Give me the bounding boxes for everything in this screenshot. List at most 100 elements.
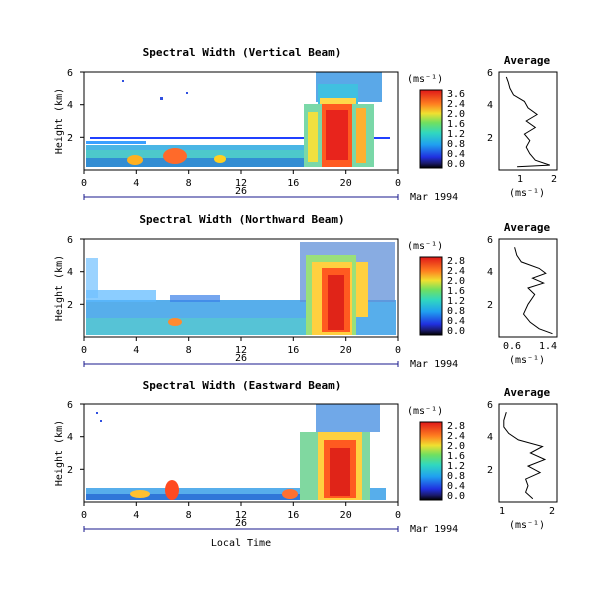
y-tick-label: 6 <box>67 68 73 79</box>
colorbar-tick: 2.4 <box>447 99 465 110</box>
y-tick-label: 4 <box>67 267 73 278</box>
colorbar-tick: 2.4 <box>447 431 465 442</box>
x-tick-label: 0 <box>395 345 401 356</box>
profile-line <box>514 247 553 335</box>
profile-x-tick: 2 <box>551 174 557 185</box>
profile-x-label: (ms⁻¹) <box>509 188 545 199</box>
colorbar-tick: 1.2 <box>447 129 465 140</box>
profile-line <box>505 76 550 168</box>
y-axis: 6 4 2 Height (km) <box>54 235 84 321</box>
colorbar-unit: (ms⁻¹) <box>407 74 443 85</box>
colorbar-tick: 0.4 <box>447 149 465 160</box>
x-tick-label: 0 <box>81 345 87 356</box>
profile-x-label: (ms⁻¹) <box>509 520 545 531</box>
colorbar: (ms⁻¹) 2.8 2.4 2.0 1.6 1.2 0.8 0.4 0.0 <box>407 241 465 337</box>
panel-title: Spectral Width (Northward Beam) <box>139 213 344 226</box>
colorbar-tick: 0.0 <box>447 491 465 502</box>
colorbar-tick: 3.6 <box>447 89 465 100</box>
y-axis-label: Height (km) <box>54 88 65 154</box>
x-tick-label: 12 <box>235 345 247 356</box>
profile-title: Average <box>504 221 551 234</box>
colorbar-tick: 2.4 <box>447 266 465 277</box>
profile-x-tick: 1.4 <box>539 341 557 352</box>
colorbar-tick: 2.0 <box>447 276 465 287</box>
x-axis: 0 4 8 12 16 20 0 26 Mar 1994 <box>81 170 458 203</box>
month-label: Mar 1994 <box>410 359 458 370</box>
x-tick-label: 4 <box>133 345 139 356</box>
x-tick-label: 16 <box>287 178 299 189</box>
x-tick-label: 0 <box>81 178 87 189</box>
y-axis-label: Height (km) <box>54 255 65 321</box>
colorbar-tick: 0.4 <box>447 481 465 492</box>
month-label: Mar 1994 <box>410 192 458 203</box>
y-axis: 6 4 2 Height (km) <box>54 400 84 486</box>
profile-line <box>503 412 547 500</box>
colorbar-tick: 0.8 <box>447 306 465 317</box>
x-tick-label: 0 <box>395 178 401 189</box>
profile-x-tick: 1 <box>517 174 523 185</box>
profile-y-tick: 4 <box>487 267 493 278</box>
x-axis: 0 4 8 12 16 20 0 26 Mar 1994 <box>81 337 458 370</box>
colorbar-tick: 2.0 <box>447 441 465 452</box>
x-tick-label: 8 <box>186 178 192 189</box>
x-tick-label: 8 <box>186 510 192 521</box>
profile-title: Average <box>504 54 551 67</box>
colorbar-tick: 1.6 <box>447 286 465 297</box>
colorbar-tick: 0.0 <box>447 326 465 337</box>
profile-y-tick: 2 <box>487 133 493 144</box>
colorbar-unit: (ms⁻¹) <box>407 241 443 252</box>
colorbar-tick: 1.2 <box>447 461 465 472</box>
panel-vertical: Spectral Width (Vertical Beam) <box>54 46 558 203</box>
profile-y-tick: 4 <box>487 100 493 111</box>
profile-y-tick: 6 <box>487 400 493 411</box>
x-tick-label: 20 <box>340 510 352 521</box>
x-tick-label: 12 <box>235 178 247 189</box>
x-tick-label: 16 <box>287 510 299 521</box>
average-profile: Average 0.6 1.4 (ms⁻¹) 6 4 2 <box>487 221 558 366</box>
heatmap <box>84 239 398 337</box>
profile-y-tick: 6 <box>487 235 493 246</box>
x-tick-label: 20 <box>340 178 352 189</box>
colorbar: (ms⁻¹) 3.6 2.4 2.0 1.6 1.2 0.8 0.4 0.0 <box>407 74 465 170</box>
average-profile: Average 1 2 (ms⁻¹) 6 4 2 <box>487 386 558 531</box>
x-tick-label: 4 <box>133 510 139 521</box>
colorbar-unit: (ms⁻¹) <box>407 406 443 417</box>
profile-y-tick: 2 <box>487 300 493 311</box>
profile-x-tick: 1 <box>499 506 505 517</box>
colorbar-tick: 0.8 <box>447 471 465 482</box>
heatmap <box>84 404 398 502</box>
profile-x-label: (ms⁻¹) <box>509 355 545 366</box>
heatmap <box>84 72 398 170</box>
y-axis: 6 4 2 Height (km) <box>54 68 84 154</box>
month-label: Mar 1994 <box>410 524 458 535</box>
y-tick-label: 6 <box>67 235 73 246</box>
x-axis-label: Local Time <box>211 538 271 549</box>
colorbar: (ms⁻¹) 2.8 2.4 2.0 1.6 1.2 0.8 0.4 0.0 <box>407 406 465 502</box>
x-tick-label: 8 <box>186 345 192 356</box>
colorbar-tick: 0.8 <box>447 139 465 150</box>
date-label: 26 <box>235 186 247 197</box>
x-tick-label: 0 <box>395 510 401 521</box>
colorbar-tick: 0.0 <box>447 159 465 170</box>
profile-y-tick: 4 <box>487 432 493 443</box>
y-axis-label: Height (km) <box>54 420 65 486</box>
x-tick-label: 20 <box>340 345 352 356</box>
colorbar-tick: 1.6 <box>447 119 465 130</box>
colorbar-tick: 2.0 <box>447 109 465 120</box>
x-tick-label: 4 <box>133 178 139 189</box>
profile-y-tick: 2 <box>487 465 493 476</box>
y-tick-label: 4 <box>67 100 73 111</box>
profile-title: Average <box>504 386 551 399</box>
x-tick-label: 0 <box>81 510 87 521</box>
panel-title: Spectral Width (Vertical Beam) <box>143 46 342 59</box>
y-tick-label: 2 <box>67 133 73 144</box>
date-label: 26 <box>235 518 247 529</box>
x-tick-label: 12 <box>235 510 247 521</box>
colorbar-tick: 1.2 <box>447 296 465 307</box>
date-label: 26 <box>235 353 247 364</box>
y-tick-label: 2 <box>67 465 73 476</box>
average-profile: Average 1 2 (ms⁻¹) 6 4 2 <box>487 54 558 199</box>
y-tick-label: 6 <box>67 400 73 411</box>
panel-eastward: Spectral Width (Eastward Beam) 0 <box>54 379 558 549</box>
x-tick-label: 16 <box>287 345 299 356</box>
